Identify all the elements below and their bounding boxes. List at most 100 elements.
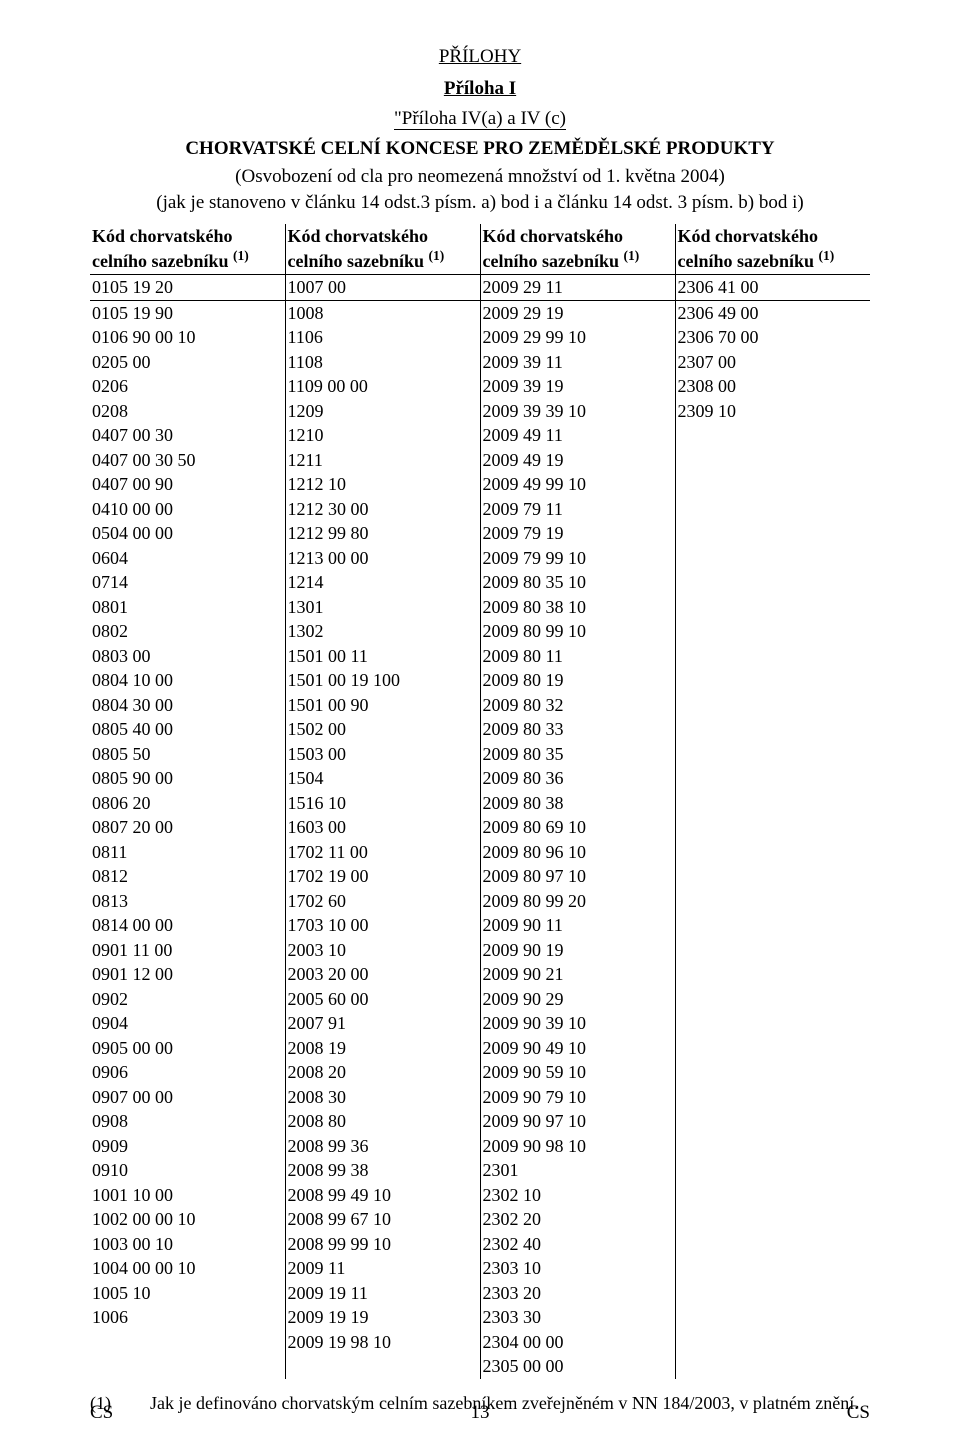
code-cell: 2009 29 99 10 xyxy=(480,325,675,350)
col-header-2: Kód chorvatského celního sazebníku (1) xyxy=(285,224,480,275)
code-cell: 2003 20 00 xyxy=(285,962,480,987)
code-cell: 1212 10 xyxy=(285,472,480,497)
code-cell: 2309 10 xyxy=(675,399,870,424)
code-cell: 1214 xyxy=(285,570,480,595)
code-cell xyxy=(675,668,870,693)
code-cell xyxy=(675,1305,870,1330)
code-cell xyxy=(675,1207,870,1232)
code-cell: 1501 00 90 xyxy=(285,693,480,718)
table-row: 02061109 00 002009 39 192308 00 xyxy=(90,374,870,399)
code-cell: 2306 49 00 xyxy=(675,300,870,325)
code-cell xyxy=(675,1256,870,1281)
code-cell: 1702 11 00 xyxy=(285,840,480,865)
code-cell: 2302 10 xyxy=(480,1183,675,1208)
col-header-3: Kód chorvatského celního sazebníku (1) xyxy=(480,224,675,275)
code-cell xyxy=(675,546,870,571)
code-cell xyxy=(675,1036,870,1061)
table-row: 0805 40 001502 002009 80 33 xyxy=(90,717,870,742)
code-cell: 1106 xyxy=(285,325,480,350)
table-row: 08121702 19 002009 80 97 10 xyxy=(90,864,870,889)
code-cell: 0407 00 90 xyxy=(90,472,285,497)
code-cell xyxy=(675,1281,870,1306)
code-cell xyxy=(675,423,870,448)
footer-left: CS xyxy=(90,1402,113,1424)
code-cell xyxy=(675,913,870,938)
code-cell: 1502 00 xyxy=(285,717,480,742)
table-row: 0407 00 901212 102009 49 99 10 xyxy=(90,472,870,497)
table-row: 08131702 602009 80 99 20 xyxy=(90,889,870,914)
code-cell: 2008 99 38 xyxy=(285,1158,480,1183)
code-cell: 2009 19 19 xyxy=(285,1305,480,1330)
code-cell xyxy=(675,815,870,840)
code-cell xyxy=(90,1354,285,1379)
code-cell: 2009 80 35 10 xyxy=(480,570,675,595)
code-cell xyxy=(675,570,870,595)
heading-prilohy: PŘÍLOHY xyxy=(90,46,870,68)
code-cell: 2303 20 xyxy=(480,1281,675,1306)
code-cell: 2009 90 39 10 xyxy=(480,1011,675,1036)
code-cell: 2007 91 xyxy=(285,1011,480,1036)
code-cell: 2009 80 32 xyxy=(480,693,675,718)
footer-center: 13 xyxy=(471,1402,490,1424)
code-cell: 1002 00 00 10 xyxy=(90,1207,285,1232)
table-row: 0905 00 002008 192009 90 49 10 xyxy=(90,1036,870,1061)
code-cell: 2009 80 11 xyxy=(480,644,675,669)
code-cell: 1212 30 00 xyxy=(285,497,480,522)
table-row: 2305 00 00 xyxy=(90,1354,870,1379)
code-cell: 2009 80 99 10 xyxy=(480,619,675,644)
code-cell: 0714 xyxy=(90,570,285,595)
code-cell: 0105 19 20 xyxy=(90,275,285,301)
code-cell: 0807 20 00 xyxy=(90,815,285,840)
code-cell: 2008 99 36 xyxy=(285,1134,480,1159)
code-cell: 1109 00 00 xyxy=(285,374,480,399)
code-cell: 1703 10 00 xyxy=(285,913,480,938)
table-row: 09042007 912009 90 39 10 xyxy=(90,1011,870,1036)
code-cell xyxy=(675,717,870,742)
code-cell: 2302 20 xyxy=(480,1207,675,1232)
code-cell: 0901 12 00 xyxy=(90,962,285,987)
code-cell xyxy=(675,619,870,644)
code-cell: 1210 xyxy=(285,423,480,448)
code-cell: 1301 xyxy=(285,595,480,620)
code-cell xyxy=(675,1060,870,1085)
code-cell: 2306 70 00 xyxy=(675,325,870,350)
code-cell: 0801 xyxy=(90,595,285,620)
table-row: 0803 001501 00 112009 80 11 xyxy=(90,644,870,669)
code-cell: 0811 xyxy=(90,840,285,865)
code-cell: 1501 00 11 xyxy=(285,644,480,669)
code-cell: 2009 29 19 xyxy=(480,300,675,325)
table-row: 0807 20 001603 002009 80 69 10 xyxy=(90,815,870,840)
code-cell: 0407 00 30 50 xyxy=(90,448,285,473)
code-cell: 2008 19 xyxy=(285,1036,480,1061)
code-cell xyxy=(675,1134,870,1159)
code-cell: 2009 11 xyxy=(285,1256,480,1281)
table-row: 0105 19 201007 002009 29 112306 41 00 xyxy=(90,275,870,301)
code-cell: 0909 xyxy=(90,1134,285,1159)
code-cell: 1603 00 xyxy=(285,815,480,840)
code-cell: 2009 39 11 xyxy=(480,350,675,375)
code-cell: 0803 00 xyxy=(90,644,285,669)
code-cell: 0206 xyxy=(90,374,285,399)
code-cell: 2009 80 35 xyxy=(480,742,675,767)
code-cell xyxy=(675,1085,870,1110)
code-cell: 2009 90 59 10 xyxy=(480,1060,675,1085)
table-row: 1001 10 002008 99 49 102302 10 xyxy=(90,1183,870,1208)
code-cell xyxy=(675,693,870,718)
code-cell: 2009 49 19 xyxy=(480,448,675,473)
code-cell: 2303 30 xyxy=(480,1305,675,1330)
code-cell xyxy=(675,791,870,816)
code-cell: 2009 49 11 xyxy=(480,423,675,448)
code-cell: 1001 10 00 xyxy=(90,1183,285,1208)
code-cell xyxy=(675,987,870,1012)
code-cell xyxy=(675,1183,870,1208)
heading-koncese: CHORVATSKÉ CELNÍ KONCESE PRO ZEMĚDĚLSKÉ … xyxy=(90,138,870,160)
code-cell: 2008 99 49 10 xyxy=(285,1183,480,1208)
code-cell: 2304 00 00 xyxy=(480,1330,675,1355)
code-cell xyxy=(675,497,870,522)
code-cell: 1108 xyxy=(285,350,480,375)
code-cell: 1004 00 00 10 xyxy=(90,1256,285,1281)
code-cell: 2008 99 67 10 xyxy=(285,1207,480,1232)
table-row: 09062008 202009 90 59 10 xyxy=(90,1060,870,1085)
code-cell: 0604 xyxy=(90,546,285,571)
table-row: 09082008 802009 90 97 10 xyxy=(90,1109,870,1134)
